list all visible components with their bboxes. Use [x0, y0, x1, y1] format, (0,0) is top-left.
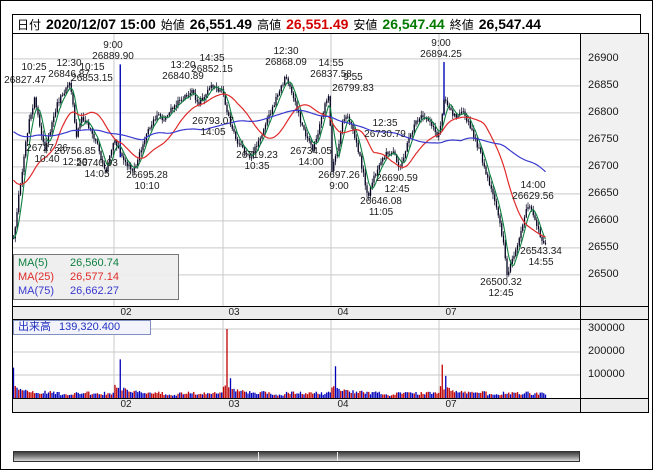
price-tick-label: 26900 [588, 51, 619, 64]
price-tick-label: 26500 [588, 267, 619, 280]
date-axis-corner-volume [581, 398, 648, 412]
ma25-value: 26,577.14 [70, 271, 119, 283]
horizontal-scrollbar[interactable] [13, 451, 580, 462]
price-tick-label: 26750 [588, 132, 619, 145]
date-tick-label: 04 [337, 307, 349, 318]
pane-divider [12, 398, 649, 399]
close-value: 26,547.44 [478, 16, 542, 32]
date-tick-label: 07 [445, 307, 457, 318]
date-tick-label: 02 [120, 399, 132, 410]
date-value: 2020/12/07 15:00 [46, 16, 156, 32]
volume-tick-label: 100000 [588, 368, 625, 380]
open-label: 始値 [160, 17, 185, 32]
date-axis-band-main: 02 03 04 07 [12, 306, 580, 319]
price-tick-label: 26650 [588, 186, 619, 199]
price-tick-label: 26850 [588, 78, 619, 91]
high-value: 26,551.49 [286, 16, 349, 32]
ma25-label: MA(25) [18, 271, 55, 283]
price-tick-label: 26800 [588, 105, 619, 118]
price-tick-label: 26550 [588, 240, 619, 253]
low-label: 安値 [353, 17, 378, 32]
date-axis-corner-main [581, 306, 648, 319]
price-axis: 26900 26850 26800 26750 26700 26650 26600 26550… [581, 33, 648, 306]
date-tick-label: 03 [228, 399, 240, 410]
volume-label: 出来高 [18, 321, 51, 333]
ma75-label: MA(75) [18, 285, 55, 297]
pane-divider [12, 306, 649, 307]
date-tick-label: 04 [337, 399, 349, 410]
ma5-row: MA(5) 26,560.74 [18, 256, 174, 270]
scrollbar-divider [258, 452, 259, 461]
volume-tick-label: 300000 [588, 322, 625, 334]
ma75-row: MA(75) 26,662.27 [18, 284, 174, 298]
open-value: 26,551.49 [189, 16, 253, 32]
axis-divider [580, 33, 581, 412]
close-label: 終値 [449, 17, 474, 32]
quote-header: 日付 2020/12/07 15:00 始値 26,551.49 高値 26,5… [12, 14, 641, 34]
volume-value: 139,320.400 [59, 321, 121, 333]
volume-legend: 出来高 139,320.400 [13, 320, 151, 335]
ma25-row: MA(25) 26,577.14 [18, 270, 174, 284]
low-value: 26,547.44 [382, 16, 445, 32]
ma75-value: 26,662.27 [70, 285, 119, 297]
scrollbar-divider [337, 452, 338, 461]
date-tick-label: 02 [120, 307, 132, 318]
pane-divider [12, 319, 649, 320]
ma5-label: MA(5) [18, 257, 48, 269]
high-label: 高値 [257, 17, 282, 32]
volume-tick-label: 200000 [588, 345, 625, 357]
volume-chart-canvas[interactable] [12, 319, 580, 398]
date-label: 日付 [17, 17, 42, 32]
date-tick-label: 03 [228, 307, 240, 318]
ma-legend: MA(5) 26,560.74 MA(25) 26,577.14 MA(75) … [13, 254, 179, 300]
volume-axis: 300000 200000 100000 [581, 319, 648, 398]
ma5-value: 26,560.74 [70, 257, 119, 269]
price-tick-label: 26600 [588, 213, 619, 226]
chart-frame [12, 33, 649, 413]
date-axis-band-volume: 02 03 04 07 [12, 398, 580, 412]
date-tick-label: 07 [445, 399, 457, 410]
price-tick-label: 26700 [588, 159, 619, 172]
